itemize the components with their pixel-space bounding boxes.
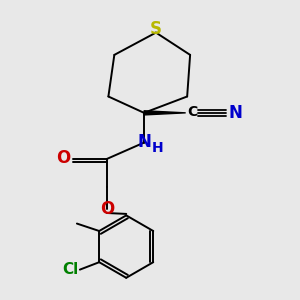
Text: N: N bbox=[138, 133, 152, 151]
Text: S: S bbox=[150, 20, 162, 38]
Text: O: O bbox=[100, 200, 114, 218]
Text: O: O bbox=[56, 149, 70, 167]
Text: C: C bbox=[187, 105, 197, 119]
Text: Cl: Cl bbox=[62, 262, 78, 277]
Text: N: N bbox=[229, 104, 243, 122]
Polygon shape bbox=[144, 111, 186, 115]
Text: H: H bbox=[152, 141, 163, 155]
